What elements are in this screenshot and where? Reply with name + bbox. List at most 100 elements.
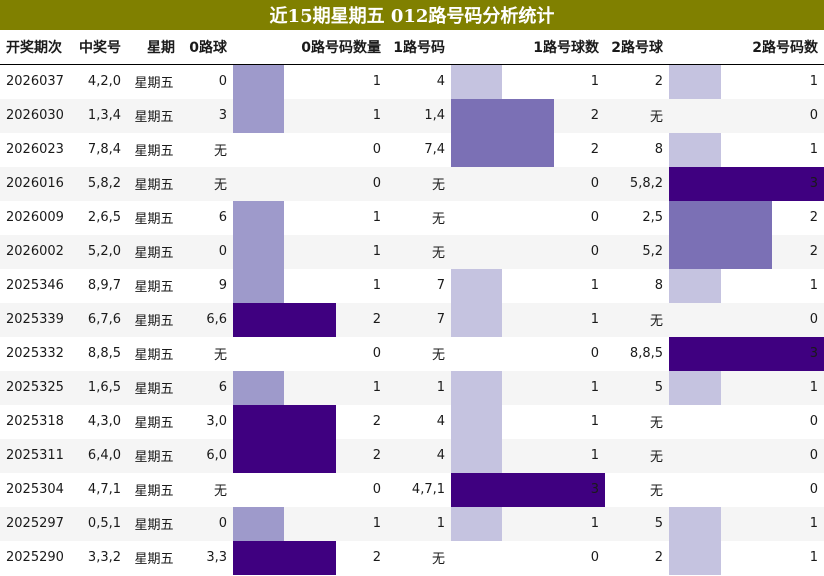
route0-count-cell: 1 bbox=[233, 370, 387, 405]
table-body: 2026037 4,2,0 星期五 0 1 4 1 2 1 2026030 1,3,4 星期五 3 1 1,… bbox=[0, 64, 824, 575]
period-cell: 2025311 bbox=[0, 438, 72, 473]
route0-count-cell: 2 bbox=[233, 438, 387, 473]
table-row: 2025311 6,4,0 星期五 6,0 2 4 1 无 0 bbox=[0, 438, 824, 473]
route2-count-cell: 1 bbox=[669, 268, 824, 303]
count-value: 0 bbox=[590, 243, 599, 259]
count-value: 0 bbox=[809, 413, 818, 429]
count-value: 2 bbox=[590, 141, 599, 157]
route2-count-cell: 0 bbox=[669, 98, 824, 133]
analysis-table: 开奖期次 中奖号 星期 0路球 0路号码数量 1路号码 1路号球数 2路号球 2… bbox=[0, 30, 824, 575]
period-cell: 2025325 bbox=[0, 370, 72, 405]
route1-count-cell: 0 bbox=[451, 234, 605, 269]
header-route1-count: 1路号球数 bbox=[451, 30, 605, 65]
weekday-cell: 星期五 bbox=[134, 348, 174, 363]
route0-cell: 0 bbox=[218, 74, 227, 89]
count-bar bbox=[451, 472, 605, 507]
count-bar bbox=[669, 166, 824, 201]
route2-count-cell: 0 bbox=[669, 302, 824, 337]
route2-cell: 2,5 bbox=[642, 210, 663, 225]
route1-cell: 7 bbox=[387, 302, 451, 337]
route2-count-cell: 2 bbox=[669, 200, 824, 235]
count-bar bbox=[233, 234, 285, 269]
route1-cell: 无 bbox=[387, 166, 451, 201]
count-value: 2 bbox=[590, 107, 599, 123]
route1-count-cell: 1 bbox=[451, 302, 605, 337]
route2-count-cell: 1 bbox=[669, 506, 824, 541]
weekday-cell: 星期五 bbox=[134, 484, 174, 499]
period-cell: 2025339 bbox=[0, 302, 72, 337]
count-value: 2 bbox=[809, 243, 818, 259]
route1-cell: 无 bbox=[431, 552, 445, 567]
numbers-cell: 5,2,0 bbox=[72, 234, 127, 269]
route1-cell: 无 bbox=[431, 212, 445, 227]
count-value: 1 bbox=[809, 141, 818, 157]
count-value: 2 bbox=[809, 209, 818, 225]
table-row: 2025297 0,5,1 星期五 0 1 1 1 5 1 bbox=[0, 506, 824, 541]
count-bar bbox=[233, 64, 285, 99]
route0-count-cell: 2 bbox=[233, 404, 387, 439]
count-bar bbox=[669, 540, 721, 575]
numbers-cell: 3,3,2 bbox=[87, 550, 121, 565]
numbers-cell: 1,3,4 bbox=[72, 98, 127, 133]
route1-count-cell: 2 bbox=[451, 98, 605, 133]
route0-cell: 9 bbox=[218, 278, 227, 293]
count-value: 1 bbox=[590, 515, 599, 531]
route1-cell: 4 bbox=[387, 438, 451, 473]
route1-cell: 7 bbox=[436, 278, 445, 293]
numbers-cell: 6,4,0 bbox=[72, 438, 127, 473]
table-row: 2026016 5,8,2 星期五无 0 无 0 5,8,2 3 bbox=[0, 166, 824, 201]
route2-cell: 5,2 bbox=[605, 234, 669, 269]
table-row: 2025304 4,7,1 星期五 无 0 4,7,1 3 无 0 bbox=[0, 472, 824, 507]
count-value: 1 bbox=[590, 311, 599, 327]
route1-count-cell: 1 bbox=[451, 404, 605, 439]
numbers-cell: 4,3,0 bbox=[87, 414, 121, 429]
route1-count-cell: 1 bbox=[451, 268, 605, 303]
count-value: 1 bbox=[372, 379, 381, 395]
route1-count-cell: 0 bbox=[451, 337, 605, 371]
count-bar bbox=[233, 404, 336, 439]
header-numbers: 中奖号 bbox=[72, 30, 127, 65]
route1-count-cell: 0 bbox=[451, 541, 605, 575]
numbers-cell: 1,6,5 bbox=[72, 370, 127, 405]
route1-count-cell: 1 bbox=[451, 506, 605, 541]
count-value: 1 bbox=[590, 413, 599, 429]
route1-cell: 4,7,1 bbox=[411, 482, 445, 497]
route2-cell: 无 bbox=[605, 438, 669, 473]
header-route0: 0路球 bbox=[181, 30, 233, 65]
route1-count-cell: 1 bbox=[451, 370, 605, 405]
period-cell: 2025332 bbox=[6, 346, 64, 361]
table-row: 2026009 2,6,5 星期五 6 1 无 0 2,5 2 bbox=[0, 200, 824, 235]
route0-cell: 3 bbox=[181, 98, 233, 133]
count-bar bbox=[233, 200, 285, 235]
table-title: 近15期星期五 012路号码分析统计 bbox=[0, 0, 824, 30]
route0-count-cell: 0 bbox=[233, 166, 387, 201]
route2-count-cell: 3 bbox=[669, 336, 824, 371]
route2-count-cell: 0 bbox=[669, 438, 824, 473]
route2-cell: 无 bbox=[605, 98, 669, 133]
count-bar bbox=[233, 302, 336, 337]
count-value: 0 bbox=[590, 175, 599, 191]
route0-cell: 无 bbox=[213, 348, 227, 363]
route0-count-cell: 0 bbox=[233, 473, 387, 507]
count-bar bbox=[669, 370, 721, 405]
header-period: 开奖期次 bbox=[0, 30, 72, 65]
route0-cell: 3,3 bbox=[206, 550, 227, 565]
count-value: 3 bbox=[809, 175, 818, 191]
count-bar bbox=[451, 438, 503, 473]
count-value: 1 bbox=[590, 73, 599, 89]
route2-count-cell: 1 bbox=[669, 132, 824, 167]
route0-count-cell: 1 bbox=[233, 506, 387, 541]
count-value: 0 bbox=[590, 209, 599, 225]
weekday-cell: 星期五 bbox=[134, 552, 174, 567]
numbers-cell: 7,8,4 bbox=[87, 142, 121, 157]
route0-count-cell: 0 bbox=[233, 337, 387, 371]
route2-cell: 2 bbox=[654, 550, 663, 565]
count-value: 1 bbox=[809, 73, 818, 89]
weekday-cell: 星期五 bbox=[134, 144, 174, 159]
numbers-cell: 6,7,6 bbox=[72, 302, 127, 337]
count-bar bbox=[451, 404, 503, 439]
count-value: 3 bbox=[590, 481, 599, 497]
count-bar bbox=[451, 98, 554, 133]
count-value: 0 bbox=[809, 107, 818, 123]
route2-count-cell: 1 bbox=[669, 64, 824, 99]
